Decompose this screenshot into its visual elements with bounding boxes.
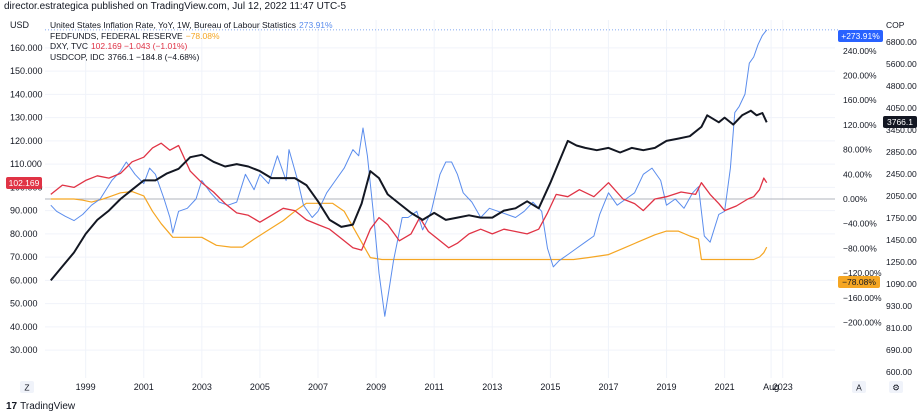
right-axis: 6800.00 5600.00 4800.00 4050.00 3450.00 2850.… (886, 37, 917, 377)
tradingview-brand[interactable]: 17 TradingView (6, 401, 75, 412)
left-tick-10: 130.000 (10, 113, 43, 123)
x-tick-13: 2023 (773, 382, 793, 392)
series-layer (50, 29, 768, 317)
left-tick-13: 160.000 (10, 43, 43, 53)
inflation-percent-badge: +273.91% (838, 30, 883, 42)
usdcop-price-badge: 3766.1 (883, 116, 917, 128)
percent-tick-1: 200.00% (843, 71, 877, 81)
right-tick-14: 690.00 (886, 345, 912, 355)
left-tick-6: 90.000 (10, 206, 38, 216)
time-axis: 1999 2001 2003 2005 2007 2009 2011 2013 2015 2017… (76, 382, 793, 392)
fedfunds-percent-badge: −78.08% (838, 276, 880, 288)
left-axis: 30.000 40.000 50.000 60.000 70.000 80.000 90.0… (10, 43, 43, 355)
auto-scale-left-button[interactable]: Z (20, 381, 34, 393)
series-fedfunds-federal-reserve (50, 191, 768, 261)
x-tick-4: 2007 (308, 382, 328, 392)
right-tick-11: 1090.00 (886, 279, 917, 289)
right-tick-0: 6800.00 (886, 37, 917, 47)
left-tick-2: 50.000 (10, 299, 38, 309)
legend-inflation[interactable]: United States Inflation Rate, YoY, 1W, B… (50, 20, 333, 30)
right-tick-6: 2450.00 (886, 169, 917, 179)
svg-text:Z: Z (24, 383, 29, 393)
right-tick-3: 4050.00 (886, 103, 917, 113)
right-tick-5: 2850.00 (886, 147, 917, 157)
left-tick-8: 110.000 (10, 159, 42, 169)
percent-axis: 240.00% 200.00% 160.00% 120.00% 80.00% 40.00%… (843, 46, 882, 328)
right-tick-12: 930.00 (886, 301, 912, 311)
left-tick-12: 150.000 (10, 66, 43, 76)
right-tick-8: 1750.00 (886, 213, 917, 223)
publisher-line: director.estrategica published on Tradin… (4, 1, 347, 12)
svg-text:A: A (856, 383, 862, 393)
settings-gear-button[interactable]: ⚙ (889, 381, 903, 393)
gear-icon: ⚙ (892, 383, 900, 393)
right-tick-10: 1250.00 (886, 257, 917, 267)
percent-tick-3: 120.00% (843, 120, 877, 130)
x-tick-12: Aug (763, 382, 779, 392)
x-tick-2: 2003 (192, 382, 212, 392)
legend-dxy[interactable]: DXY, TVC 102.169 −1.043 (−1.01%) (50, 41, 188, 51)
percent-tick-10: −160.00% (843, 293, 882, 303)
percent-tick-11: −200.00% (843, 317, 882, 327)
percent-tick-0: 240.00% (843, 46, 877, 56)
x-tick-11: 2021 (715, 382, 735, 392)
x-tick-3: 2005 (250, 382, 270, 392)
x-tick-8: 2015 (540, 382, 560, 392)
percent-tick-8: −80.00% (843, 243, 877, 253)
x-tick-5: 2009 (366, 382, 386, 392)
legend-fedfunds[interactable]: FEDFUNDS, FEDERAL RESERVE −78.08% (50, 30, 220, 41)
x-tick-10: 2019 (657, 382, 677, 392)
left-tick-1: 40.000 (10, 322, 38, 332)
legend: United States Inflation Rate, YoY, 1W, B… (50, 20, 333, 62)
percent-tick-6: 0.00% (843, 194, 868, 204)
left-tick-4: 70.000 (10, 252, 38, 262)
legend-usdcop[interactable]: USDCOP, IDC 3766.1 −184.8 (−4.68%) (50, 51, 200, 62)
tradingview-logo-icon: 17 (6, 401, 18, 412)
dxy-badge-text: 102.169 (9, 178, 40, 188)
right-tick-13: 810.00 (886, 323, 912, 333)
x-tick-9: 2017 (598, 382, 618, 392)
left-tick-0: 30.000 (10, 345, 38, 355)
right-tick-15: 600.00 (886, 367, 912, 377)
left-axis-title: USD (10, 20, 30, 30)
usdcop-badge-text: 3766.1 (887, 117, 913, 127)
left-tick-11: 140.000 (10, 89, 43, 99)
right-tick-4: 3450.00 (886, 125, 917, 135)
x-tick-7: 2013 (482, 382, 502, 392)
right-tick-1: 5600.00 (886, 59, 917, 69)
right-tick-2: 4800.00 (886, 81, 917, 91)
auto-scale-button[interactable]: A (852, 381, 866, 393)
dxy-price-badge: 102.169 (6, 177, 42, 189)
percent-tick-9: −120.00% (843, 268, 882, 278)
series-usdcop-idc (50, 109, 768, 282)
right-tick-9: 1450.00 (886, 235, 917, 245)
x-tick-0: 1999 (76, 382, 96, 392)
x-tick-6: 2011 (425, 382, 444, 392)
tradingview-name: TradingView (20, 401, 76, 412)
left-tick-3: 60.000 (10, 275, 38, 285)
fedfunds-badge-text: −78.08% (842, 277, 876, 287)
series-united-states-inflation-rate-yoy (50, 29, 768, 317)
percent-tick-4: 80.00% (843, 145, 872, 155)
percent-tick-5: 40.00% (843, 169, 872, 179)
x-tick-1: 2001 (134, 382, 154, 392)
right-tick-7: 2050.00 (886, 191, 917, 201)
right-axis-title: COP (886, 20, 905, 30)
left-tick-9: 120.000 (10, 136, 43, 146)
percent-tick-7: −40.00% (843, 219, 877, 229)
inflation-badge-text: +273.91% (841, 31, 880, 41)
left-tick-5: 80.000 (10, 229, 38, 239)
percent-tick-2: 160.00% (843, 95, 877, 105)
